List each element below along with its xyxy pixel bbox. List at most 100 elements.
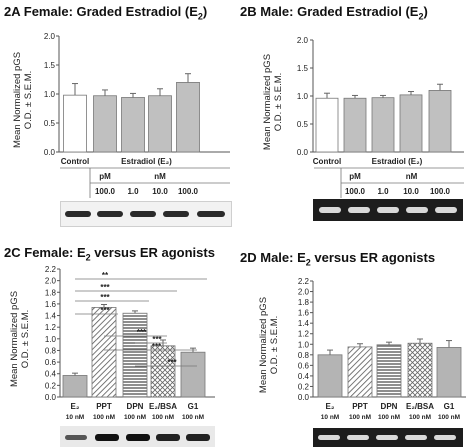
bar	[93, 95, 117, 153]
panel-label: 2C	[4, 245, 21, 260]
y-tick-label: 1.0	[44, 90, 56, 99]
panel-title-end: versus ER agonists	[90, 245, 215, 260]
bar	[347, 346, 373, 398]
band	[65, 211, 91, 217]
y-tick-label: 0.8	[298, 351, 310, 360]
y-tick-label: 1.8	[298, 298, 310, 307]
concentration-label: 100 nM	[93, 414, 115, 421]
bar	[148, 95, 172, 153]
bar	[343, 97, 367, 153]
subscript: 2	[197, 11, 203, 22]
significance-label: ***	[100, 306, 110, 315]
significance-label: ***	[152, 342, 162, 351]
bar	[122, 312, 148, 398]
y-axis-subtitle: O.D. ± S.E.M.	[23, 71, 34, 130]
bar	[150, 345, 176, 398]
category-label: E₂	[71, 402, 80, 411]
y-tick-label: 1.6	[298, 309, 310, 318]
concentration-label: 100 nM	[378, 414, 400, 421]
y-tick-label: 1.2	[45, 323, 57, 332]
y-tick-label: 0.2	[298, 382, 310, 391]
band	[95, 434, 119, 441]
band	[405, 435, 427, 440]
y-tick-label: 0.0	[45, 393, 57, 402]
y-tick-label: 2.0	[44, 32, 56, 41]
y-axis-subtitle: O.D. ± S.E.M.	[20, 310, 31, 369]
y-tick-label: 0.0	[44, 148, 56, 157]
y-tick-label: 1.2	[298, 330, 310, 339]
y-tick-label: 1.8	[45, 288, 57, 297]
significance-label: ***	[100, 283, 110, 292]
concentration-label: 100.0	[345, 187, 366, 196]
band	[197, 211, 225, 217]
category-label: Estradiol (E₂)	[121, 157, 172, 166]
y-tick-label: 2.0	[297, 36, 309, 45]
bar	[371, 97, 395, 153]
category-label: E₂	[326, 402, 335, 411]
category-label: Estradiol (E₂)	[372, 157, 423, 166]
y-tick-label: 1.4	[45, 312, 57, 321]
band	[347, 435, 369, 440]
blot-2a	[60, 201, 232, 227]
unit-label: nM	[154, 172, 166, 181]
blot-2b	[313, 199, 463, 221]
panel-title-end: )	[202, 4, 208, 19]
bar	[428, 90, 452, 153]
panel-label: 2D	[240, 250, 257, 265]
panel-title-end: )	[423, 4, 428, 19]
bar	[407, 342, 433, 398]
concentration-label: 100 nM	[182, 414, 204, 421]
y-axis-title: Mean Normalized pGS	[9, 291, 20, 387]
y-tick-label: 1.6	[45, 300, 57, 309]
y-tick-label: 1.4	[298, 319, 310, 328]
y-tick-label: 2.2	[45, 265, 57, 274]
bar	[62, 375, 88, 398]
y-tick-label: 0.6	[298, 361, 310, 370]
panel-title-text: Female: E	[24, 245, 86, 260]
concentration-label: 10 nM	[66, 414, 84, 421]
band	[434, 435, 456, 440]
bar	[436, 347, 462, 398]
concentration-label: 100.0	[95, 187, 116, 196]
y-tick-label: 0.6	[45, 358, 57, 367]
y-tick-label: 0.0	[298, 393, 310, 402]
y-tick-label: 0.0	[297, 148, 309, 157]
concentration-label: 1.0	[377, 187, 389, 196]
significance-label: **	[102, 271, 109, 280]
y-tick-label: 1.0	[298, 340, 310, 349]
panel-2a-title: 2A Female: Graded Estradiol (E2)	[4, 4, 207, 22]
y-tick-label: 1.5	[44, 61, 56, 70]
panel-title-end: versus ER agonists	[310, 250, 436, 265]
y-tick-label: 0.5	[44, 119, 56, 128]
y-tick-label: 1.0	[297, 92, 309, 101]
y-axis-title: Mean Normalized pGS	[12, 52, 23, 148]
band	[318, 435, 340, 440]
blot-2c	[60, 426, 215, 447]
concentration-label: 100.0	[430, 187, 451, 196]
concentration-label: 1.0	[127, 187, 139, 196]
category-label: G1	[444, 402, 455, 411]
band	[65, 435, 87, 440]
y-tick-label: 0.4	[298, 372, 310, 381]
category-label: Control	[313, 157, 341, 166]
significance-label: ***	[100, 293, 110, 302]
category-label: PPT	[96, 402, 112, 411]
band	[186, 434, 210, 441]
band	[376, 435, 398, 440]
concentration-label: 100 nM	[438, 414, 460, 421]
concentration-label: 100 nM	[349, 414, 371, 421]
band	[348, 207, 370, 213]
category-label: E₂/BSA	[406, 402, 434, 411]
y-tick-label: 2.0	[45, 277, 57, 286]
category-label: G1	[188, 402, 199, 411]
band	[406, 207, 428, 213]
bar	[121, 97, 145, 153]
bar	[176, 82, 200, 153]
band	[97, 211, 123, 217]
y-tick-label: 2.2	[298, 277, 310, 286]
unit-label: pM	[99, 172, 111, 181]
y-tick-label: 0.2	[45, 381, 57, 390]
y-axis-title: Mean Normalized pGS	[258, 297, 269, 393]
y-tick-label: 0.5	[297, 120, 309, 129]
